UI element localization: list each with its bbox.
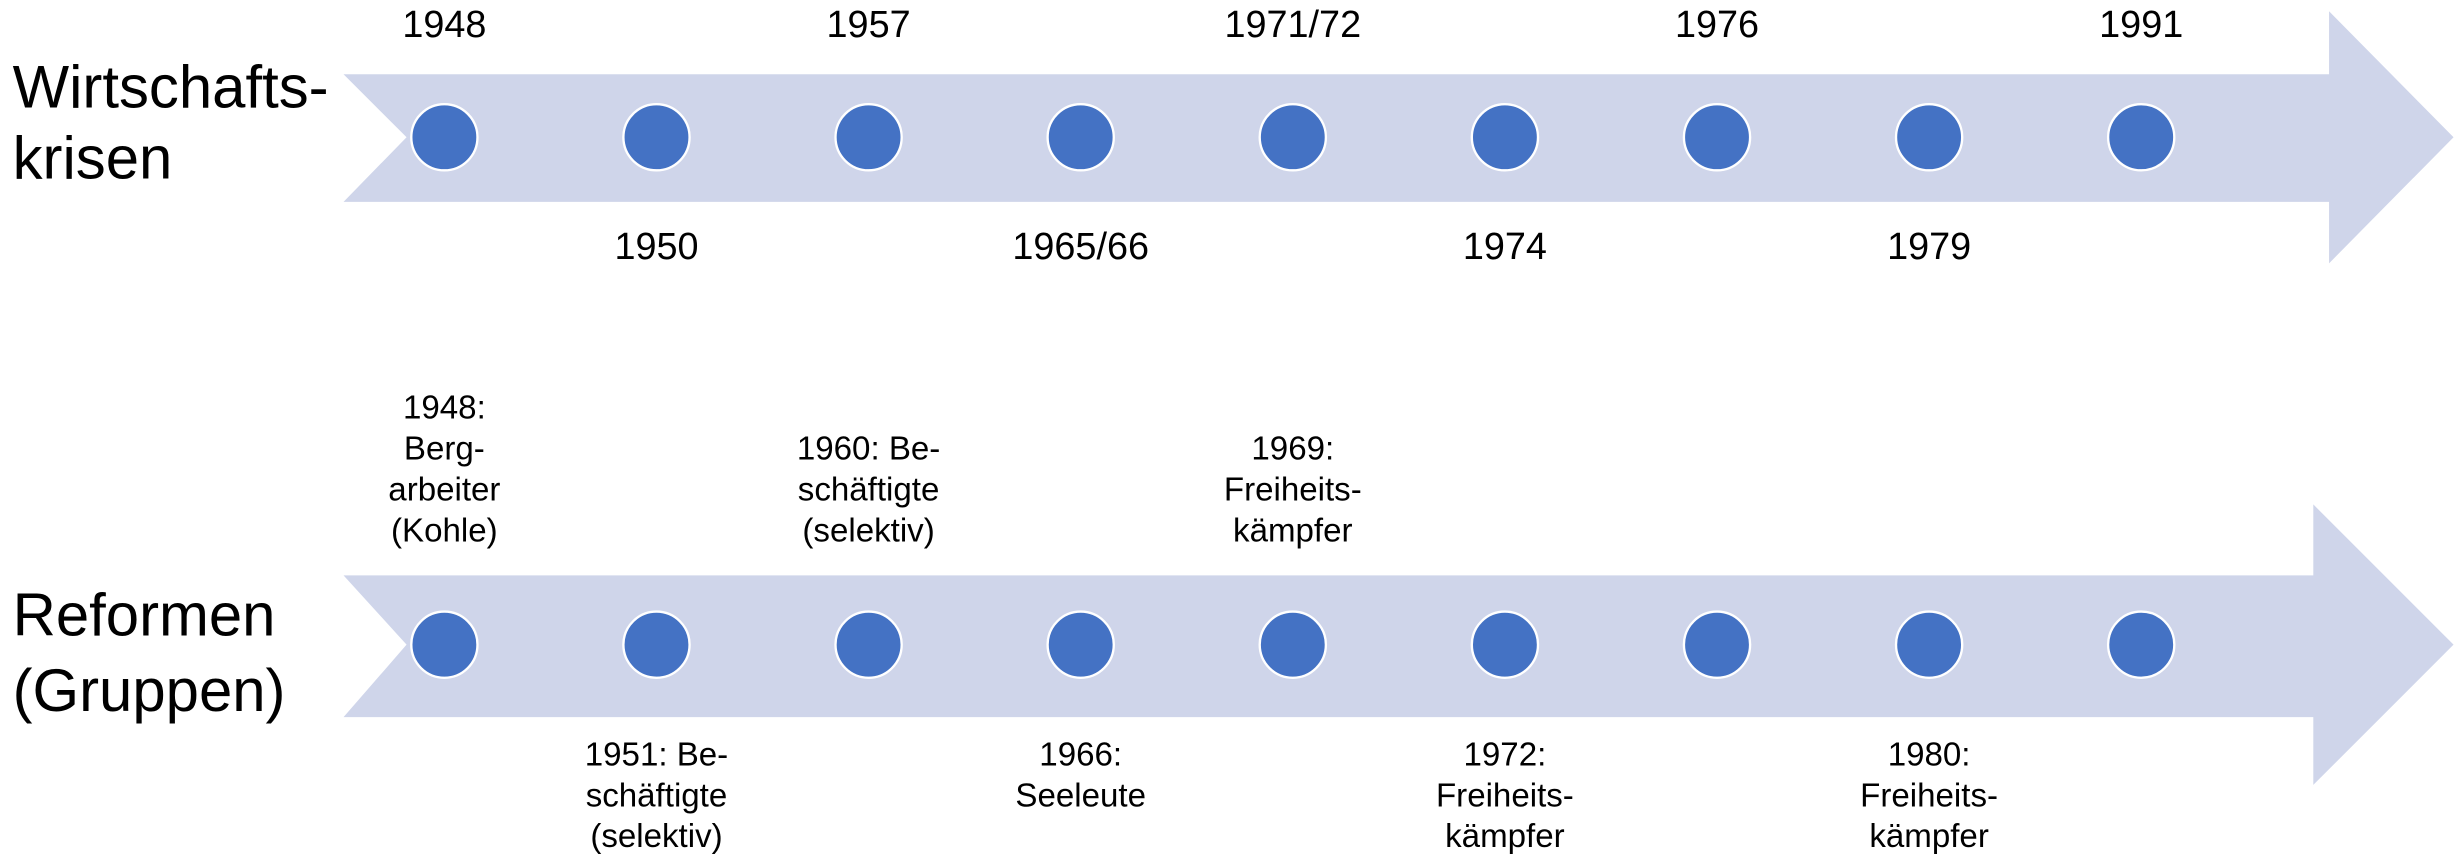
event-dot bbox=[2106, 610, 2176, 679]
event-dot bbox=[410, 102, 479, 172]
event-dot bbox=[1682, 102, 1752, 172]
event-label: kämpfer bbox=[1445, 818, 1565, 855]
event-dot bbox=[2106, 102, 2176, 172]
event-dot bbox=[834, 102, 903, 172]
event-dot bbox=[622, 102, 691, 172]
event-label: 1979 bbox=[1887, 226, 1971, 268]
event-label: 1948 bbox=[402, 4, 486, 46]
event-label: 1972: bbox=[1464, 736, 1547, 773]
event-dot bbox=[1470, 102, 1540, 172]
row-label: krisen bbox=[13, 124, 173, 191]
row-label: Reformen bbox=[13, 581, 276, 648]
event-label: 1948: bbox=[403, 390, 486, 427]
event-dot bbox=[1470, 610, 1540, 679]
event-label: 1951: Be- bbox=[585, 736, 728, 773]
event-label: 1974 bbox=[1463, 226, 1547, 268]
event-dot bbox=[1258, 102, 1328, 172]
event-label: Berg- bbox=[404, 431, 485, 468]
event-dot bbox=[1682, 610, 1752, 679]
event-label: (selektiv) bbox=[802, 513, 934, 550]
event-dot bbox=[834, 610, 903, 679]
event-label: schäftigte bbox=[586, 777, 728, 814]
event-label: kämpfer bbox=[1233, 513, 1353, 550]
timeline-arrow bbox=[343, 504, 2454, 785]
timeline-arrow bbox=[343, 11, 2454, 264]
event-label: 1980: bbox=[1888, 736, 1971, 773]
event-label: 1950 bbox=[614, 226, 698, 268]
event-label: kämpfer bbox=[1869, 818, 1989, 855]
event-label: arbeiter bbox=[388, 472, 500, 509]
event-label: schäftigte bbox=[798, 472, 940, 509]
event-label: 1969: bbox=[1251, 431, 1334, 468]
event-label: 1971/72 bbox=[1224, 4, 1361, 46]
event-label: (selektiv) bbox=[590, 818, 722, 855]
event-dot bbox=[1046, 102, 1115, 172]
event-dot bbox=[1258, 610, 1328, 679]
event-label: 1976 bbox=[1675, 4, 1759, 46]
row-label: (Gruppen) bbox=[13, 657, 286, 724]
event-label: Freiheits- bbox=[1224, 472, 1362, 509]
event-label: Freiheits- bbox=[1436, 777, 1574, 814]
event-dot bbox=[1894, 102, 1964, 172]
event-dot bbox=[622, 610, 691, 679]
event-label: (Kohle) bbox=[391, 513, 498, 550]
event-label: 1960: Be- bbox=[797, 431, 940, 468]
event-label: 1957 bbox=[827, 4, 911, 46]
event-label: 1966: bbox=[1039, 736, 1122, 773]
event-dot bbox=[410, 610, 479, 679]
event-dot bbox=[1894, 610, 1964, 679]
event-label: 1965/66 bbox=[1012, 226, 1149, 268]
event-label: 1991 bbox=[2099, 4, 2183, 46]
event-dot bbox=[1046, 610, 1115, 679]
event-label: Seeleute bbox=[1015, 777, 1146, 814]
row-label: Wirtschafts- bbox=[13, 53, 329, 120]
event-label: Freiheits- bbox=[1860, 777, 1998, 814]
